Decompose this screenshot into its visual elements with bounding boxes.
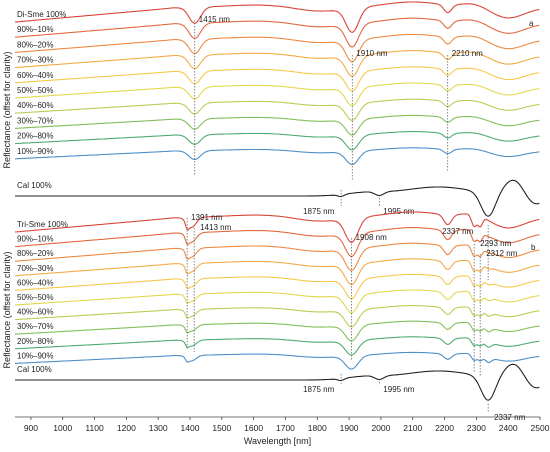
- series-line: [14, 351, 540, 370]
- x-tick-label: 2200: [435, 423, 454, 433]
- panel-b: Tri-Sme 100% 90%–10% 80%–20% 70%–30% 60%–40%…: [14, 211, 540, 422]
- series-line: [14, 289, 540, 314]
- annotation-label: 1908 nm: [356, 233, 387, 242]
- series-line: [15, 179, 540, 217]
- series-label: 20%–80%: [17, 337, 53, 346]
- series-label: 30%–70%: [17, 116, 53, 125]
- x-tick-label: 2500: [531, 423, 550, 433]
- annotation-label: 2293 nm: [480, 239, 511, 248]
- series-line: [14, 211, 540, 243]
- series-label: Cal 100%: [17, 365, 52, 374]
- annotation-label: 2337 nm: [442, 227, 473, 236]
- x-tick-label: 1000: [53, 423, 72, 433]
- annotation-label: 2210 nm: [452, 49, 483, 58]
- x-tick-label: 2000: [371, 423, 390, 433]
- series-line: [14, 98, 540, 121]
- series-label: 70%–30%: [17, 56, 53, 65]
- series-line: [15, 363, 540, 401]
- series-line: [14, 273, 540, 300]
- series-line: [14, 320, 540, 342]
- x-tick-label: 900: [24, 423, 38, 433]
- panel-label-b: b: [531, 243, 536, 252]
- series-label: 60%–40%: [17, 71, 53, 80]
- x-tick-label: 1600: [244, 423, 263, 433]
- x-tick-label: 1700: [276, 423, 295, 433]
- x-axis-title: Wavelength [nm]: [244, 436, 311, 446]
- series-line: [14, 131, 540, 151]
- series-label: 80%–20%: [17, 40, 53, 49]
- series-label: 20%–80%: [17, 132, 53, 141]
- series-label: 10%–90%: [17, 147, 53, 156]
- series-line: [14, 114, 540, 136]
- series-line: [14, 17, 540, 48]
- series-label: Di-Sme 100%: [17, 10, 66, 19]
- series-line: [14, 66, 540, 92]
- series-label: 50%–50%: [17, 86, 53, 95]
- series-line: [14, 82, 540, 107]
- annotation-label: 1875 nm: [303, 207, 334, 216]
- y-axis-title: Reflectance (offset for clarity): [2, 52, 12, 169]
- annotation-label: 1995 nm: [383, 207, 414, 216]
- annotation-label: 1415 nm: [199, 15, 230, 24]
- annotation-label: 2312 nm: [486, 249, 517, 258]
- panel-label-a: a: [529, 19, 534, 28]
- annotation-label: 1391 nm: [191, 213, 222, 222]
- series-line: [14, 336, 540, 356]
- annotation-label: 1910 nm: [356, 49, 387, 58]
- x-tick-label: 1200: [117, 423, 136, 433]
- series-label: 90%–10%: [17, 235, 53, 244]
- annotation-label: 1875 nm: [303, 385, 334, 394]
- panel-a: Di-Sme 100% 90%–10% 80%–20% 70%–30% 60%–40% 5…: [14, 1, 540, 217]
- y-axis-title-b: Reflectance (offset for clarity): [2, 252, 12, 369]
- series-label: 40%–60%: [17, 101, 53, 110]
- series-line: [14, 33, 540, 63]
- series-line: [14, 147, 540, 166]
- series-label: 60%–40%: [17, 278, 53, 287]
- x-tick-label: 1500: [212, 423, 231, 433]
- series-label: 10%–90%: [17, 351, 53, 360]
- series-line: [14, 242, 540, 272]
- x-tick-label: 1100: [85, 423, 104, 433]
- x-tick-label: 1900: [340, 423, 359, 433]
- series-label: 50%–50%: [17, 293, 53, 302]
- annotation-label: 1413 nm: [200, 223, 231, 232]
- series-line: [14, 258, 540, 286]
- x-tick-label: 1800: [308, 423, 327, 433]
- annotation-label: 2337 nm: [494, 413, 525, 422]
- series-line: [14, 50, 540, 77]
- series-label: Cal 100%: [17, 181, 52, 190]
- series-line: [14, 305, 540, 328]
- x-tick-label: 1300: [149, 423, 168, 433]
- series-label: Tri-Sme 100%: [17, 220, 68, 229]
- x-tick-label: 1400: [181, 423, 200, 433]
- series-label: 80%–20%: [17, 249, 53, 258]
- series-label: 40%–60%: [17, 308, 53, 317]
- x-tick-label: 2100: [403, 423, 422, 433]
- x-tick-label: 2300: [467, 423, 486, 433]
- series-label: 70%–30%: [17, 264, 53, 273]
- x-tick-label: 2400: [499, 423, 518, 433]
- annotation-label: 1995 nm: [383, 385, 414, 394]
- series-label: 30%–70%: [17, 322, 53, 331]
- series-line: [14, 227, 540, 258]
- series-label: 90%–10%: [17, 25, 53, 34]
- series-line: [14, 1, 540, 33]
- x-axis: 900 1000 1100 1200 1300 1400 1500 1600 1700 1800 1…: [15, 416, 550, 433]
